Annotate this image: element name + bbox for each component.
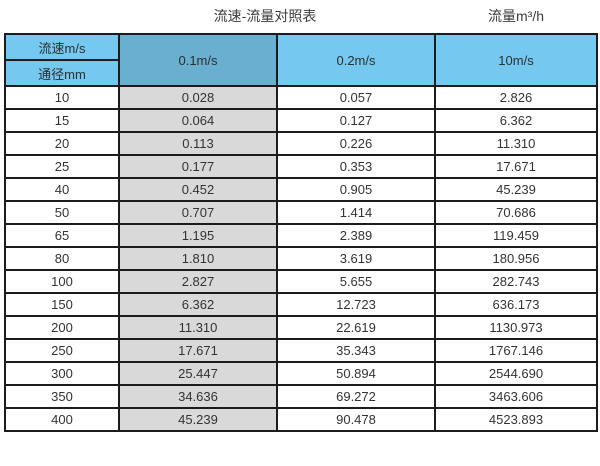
flow-cell-10ms: 119.459	[434, 223, 598, 248]
table-row: 150 6.362 12.723 636.173	[4, 292, 598, 317]
flow-cell-10ms: 1130.973	[434, 315, 598, 340]
diameter-cell: 40	[4, 177, 120, 202]
table-row: 350 34.636 69.272 3463.606	[4, 384, 598, 409]
flow-cell-10ms: 70.686	[434, 200, 598, 225]
flow-cell-0-2ms: 90.478	[276, 407, 436, 432]
table-row: 300 25.447 50.894 2544.690	[4, 361, 598, 386]
flow-cell-0-2ms: 5.655	[276, 269, 436, 294]
flow-cell-0-2ms: 3.619	[276, 246, 436, 271]
flow-cell-0-1ms: 0.177	[118, 154, 278, 179]
table-row: 80 1.810 3.619 180.956	[4, 246, 598, 271]
diameter-cell: 80	[4, 246, 120, 271]
diameter-cell: 300	[4, 361, 120, 386]
flow-cell-0-1ms: 0.452	[118, 177, 278, 202]
diameter-cell: 350	[4, 384, 120, 409]
flow-cell-10ms: 4523.893	[434, 407, 598, 432]
flow-cell-0-2ms: 0.353	[276, 154, 436, 179]
table-row: 40 0.452 0.905 45.239	[4, 177, 598, 202]
flow-cell-0-1ms: 45.239	[118, 407, 278, 432]
diameter-cell: 400	[4, 407, 120, 432]
flow-cell-0-1ms: 1.810	[118, 246, 278, 271]
diameter-cell: 100	[4, 269, 120, 294]
header-velocity-0-2: 0.2m/s	[276, 33, 436, 87]
flow-cell-10ms: 636.173	[434, 292, 598, 317]
flow-cell-0-2ms: 35.343	[276, 338, 436, 363]
flow-unit-label: 流量m³/h	[488, 8, 544, 24]
flow-cell-0-1ms: 2.827	[118, 269, 278, 294]
flow-cell-0-1ms: 0.028	[118, 85, 278, 110]
diameter-cell: 50	[4, 200, 120, 225]
flow-cell-0-1ms: 6.362	[118, 292, 278, 317]
flow-cell-0-1ms: 0.064	[118, 108, 278, 133]
header-velocity-0-1: 0.1m/s	[118, 33, 278, 87]
flow-cell-0-2ms: 2.389	[276, 223, 436, 248]
table-row: 15 0.064 0.127 6.362	[4, 108, 598, 133]
flow-cell-0-1ms: 11.310	[118, 315, 278, 340]
table-header: 流速m/s 0.1m/s 0.2m/s 10m/s 通径mm	[4, 33, 598, 87]
header-velocity-label: 流速m/s	[4, 33, 120, 61]
flow-cell-0-1ms: 25.447	[118, 361, 278, 386]
diameter-cell: 65	[4, 223, 120, 248]
flow-cell-0-2ms: 69.272	[276, 384, 436, 409]
flow-cell-0-1ms: 0.707	[118, 200, 278, 225]
flow-cell-10ms: 3463.606	[434, 384, 598, 409]
diameter-cell: 150	[4, 292, 120, 317]
table-row: 250 17.671 35.343 1767.146	[4, 338, 598, 363]
diameter-cell: 250	[4, 338, 120, 363]
flow-cell-0-2ms: 0.905	[276, 177, 436, 202]
flow-cell-10ms: 2.826	[434, 85, 598, 110]
flow-cell-0-1ms: 0.113	[118, 131, 278, 156]
flow-cell-0-1ms: 17.671	[118, 338, 278, 363]
flow-cell-10ms: 11.310	[434, 131, 598, 156]
table-row: 200 11.310 22.619 1130.973	[4, 315, 598, 340]
table-row: 25 0.177 0.353 17.671	[4, 154, 598, 179]
table-row: 100 2.827 5.655 282.743	[4, 269, 598, 294]
table-row: 20 0.113 0.226 11.310	[4, 131, 598, 156]
flow-cell-10ms: 1767.146	[434, 338, 598, 363]
flow-cell-0-2ms: 12.723	[276, 292, 436, 317]
diameter-cell: 200	[4, 315, 120, 340]
flow-cell-10ms: 45.239	[434, 177, 598, 202]
diameter-cell: 10	[4, 85, 120, 110]
table-row: 10 0.028 0.057 2.826	[4, 85, 598, 110]
flow-cell-0-1ms: 34.636	[118, 384, 278, 409]
flow-cell-10ms: 2544.690	[434, 361, 598, 386]
flow-cell-10ms: 6.362	[434, 108, 598, 133]
flow-cell-0-1ms: 1.195	[118, 223, 278, 248]
flow-cell-0-2ms: 0.057	[276, 85, 436, 110]
diameter-cell: 15	[4, 108, 120, 133]
flow-cell-0-2ms: 0.226	[276, 131, 436, 156]
diameter-cell: 20	[4, 131, 120, 156]
flow-cell-0-2ms: 1.414	[276, 200, 436, 225]
table-row: 400 45.239 90.478 4523.893	[4, 407, 598, 432]
flow-rate-table: 流速m/s 0.1m/s 0.2m/s 10m/s 通径mm 10 0.028 …	[4, 33, 598, 432]
flow-cell-10ms: 180.956	[434, 246, 598, 271]
flow-cell-0-2ms: 0.127	[276, 108, 436, 133]
flow-cell-0-2ms: 50.894	[276, 361, 436, 386]
table-title: 流速-流量对照表	[213, 8, 317, 24]
flow-cell-10ms: 17.671	[434, 154, 598, 179]
diameter-cell: 25	[4, 154, 120, 179]
flow-cell-0-2ms: 22.619	[276, 315, 436, 340]
table-row: 65 1.195 2.389 119.459	[4, 223, 598, 248]
header-diameter-label: 通径mm	[4, 59, 120, 87]
table-body: 10 0.028 0.057 2.826 15 0.064 0.127 6.36…	[4, 85, 598, 432]
flow-cell-10ms: 282.743	[434, 269, 598, 294]
table-row: 50 0.707 1.414 70.686	[4, 200, 598, 225]
header-velocity-10: 10m/s	[434, 33, 598, 87]
